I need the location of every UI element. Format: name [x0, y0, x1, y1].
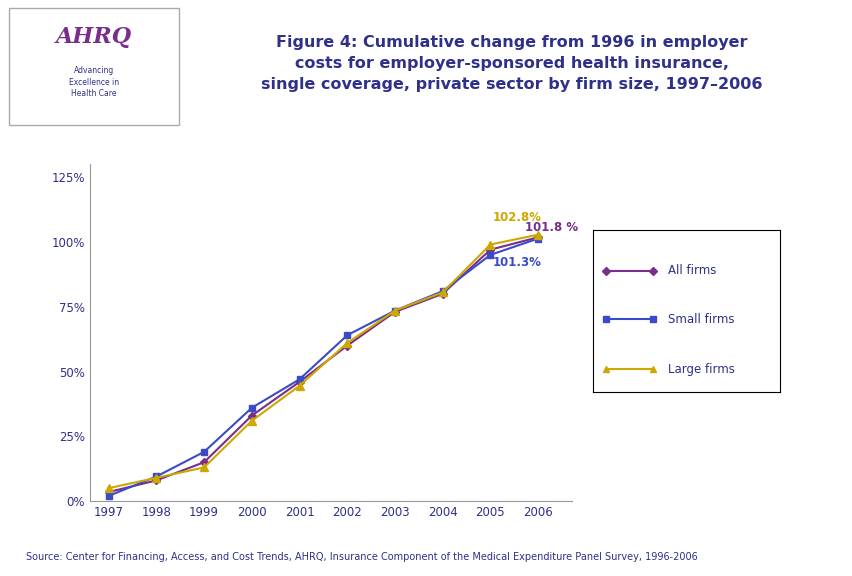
FancyBboxPatch shape	[9, 8, 179, 124]
Text: Source: Center for Financing, Access, and Cost Trends, AHRQ, Insurance Component: Source: Center for Financing, Access, an…	[26, 552, 697, 562]
Text: Small firms: Small firms	[667, 313, 734, 325]
Text: Advancing
Excellence in
Health Care: Advancing Excellence in Health Care	[69, 66, 118, 98]
Text: 101.3%: 101.3%	[492, 256, 541, 269]
Text: 102.8%: 102.8%	[492, 211, 541, 224]
Text: Figure 4: Cumulative change from 1996 in employer
costs for employer-sponsored h: Figure 4: Cumulative change from 1996 in…	[261, 35, 762, 92]
Text: All firms: All firms	[667, 264, 716, 277]
Text: Large firms: Large firms	[667, 363, 734, 376]
Text: AHRQ: AHRQ	[55, 26, 132, 48]
Text: 101.8 %: 101.8 %	[524, 221, 577, 234]
